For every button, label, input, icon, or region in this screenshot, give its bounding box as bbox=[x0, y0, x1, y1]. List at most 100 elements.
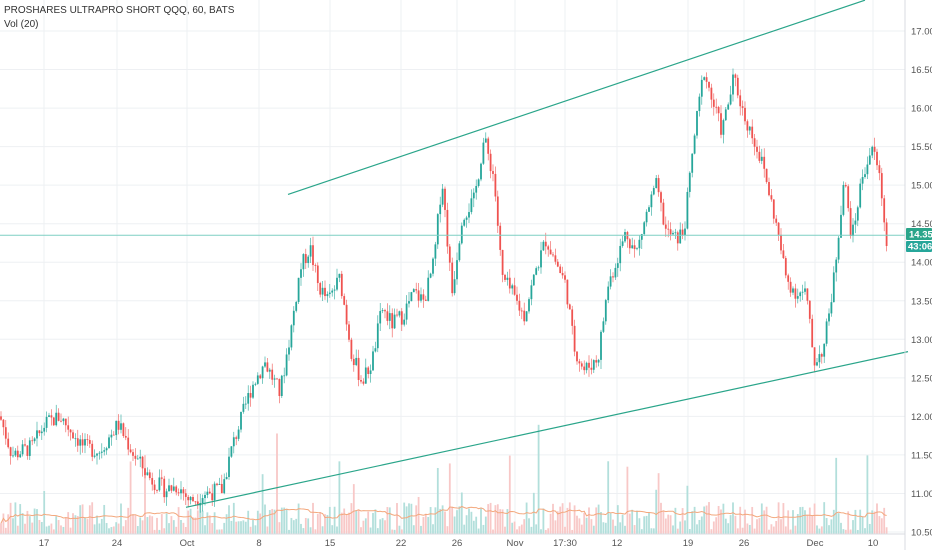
candle-body bbox=[554, 255, 557, 262]
volume-bar bbox=[153, 529, 156, 534]
x-tick-label: Oct bbox=[180, 538, 195, 549]
candle-body bbox=[86, 439, 89, 441]
candle-body bbox=[223, 479, 226, 494]
volume-bar bbox=[849, 529, 852, 534]
volume-bar bbox=[93, 524, 96, 534]
volume-bar bbox=[859, 509, 862, 534]
candle-body bbox=[436, 214, 439, 245]
candle-body bbox=[357, 357, 360, 380]
candle-body bbox=[775, 218, 778, 223]
volume-bar bbox=[98, 523, 101, 534]
volume-bar bbox=[703, 506, 706, 534]
volume-bar bbox=[105, 522, 108, 534]
candle-body bbox=[866, 164, 869, 175]
candle-body bbox=[544, 241, 547, 247]
x-tick-label: 8 bbox=[256, 538, 261, 549]
volume-bar bbox=[36, 509, 38, 534]
candle-body bbox=[362, 381, 365, 384]
countdown-badge-value: 43:06 bbox=[908, 242, 932, 253]
candle-body bbox=[103, 450, 106, 452]
volume-bar bbox=[285, 509, 288, 534]
candle-body bbox=[756, 146, 758, 152]
price-badge-bg bbox=[906, 228, 932, 240]
candle-body bbox=[343, 296, 346, 305]
candle-body bbox=[489, 153, 492, 172]
volume-bar bbox=[602, 522, 605, 534]
candle-body bbox=[650, 194, 653, 208]
volume-bar bbox=[715, 517, 718, 534]
volume-bar bbox=[499, 509, 502, 534]
volume-bar bbox=[297, 503, 300, 534]
candle-body bbox=[316, 265, 319, 284]
volume-bar bbox=[578, 518, 581, 534]
volume-bar bbox=[667, 514, 670, 534]
volume-bar bbox=[424, 513, 427, 534]
volume-indicator-label[interactable]: Vol (20) bbox=[4, 19, 39, 30]
candle-body bbox=[537, 267, 540, 269]
volume-bar bbox=[115, 522, 118, 534]
volume-bar bbox=[652, 528, 655, 534]
candle-body bbox=[559, 266, 562, 274]
volume-bar bbox=[681, 508, 684, 534]
x-tick-label: Dec bbox=[807, 538, 824, 549]
candle-body bbox=[758, 151, 761, 161]
volume-bar bbox=[172, 520, 175, 534]
candle-body bbox=[28, 440, 31, 456]
y-tick-label: 13.50 bbox=[911, 296, 932, 307]
candle-body bbox=[535, 268, 538, 275]
candle-body bbox=[372, 351, 374, 371]
volume-bar bbox=[448, 463, 451, 534]
volume-bar bbox=[273, 509, 276, 534]
trendline-1[interactable] bbox=[287, 0, 866, 195]
candle-body bbox=[652, 188, 655, 195]
trendlines[interactable] bbox=[185, 0, 909, 508]
candle-body bbox=[477, 179, 480, 186]
y-tick-label: 11.50 bbox=[911, 450, 932, 461]
x-tick-label: 12 bbox=[612, 538, 623, 549]
volume-bar bbox=[789, 529, 792, 534]
volume-bar bbox=[196, 510, 199, 534]
x-axis[interactable]: 17 24 Oct 8 15 22 26 Nov 17:30 12 19 26 Dec 10 bbox=[39, 538, 879, 549]
candle-body bbox=[412, 289, 415, 293]
symbol-title[interactable]: PROSHARES ULTRAPRO SHORT QQQ, 60, BATS bbox=[4, 5, 235, 16]
candle-body bbox=[444, 188, 446, 210]
volume-bar bbox=[252, 519, 254, 534]
volume-bar bbox=[69, 527, 72, 534]
candle-body bbox=[667, 228, 670, 230]
candle-body bbox=[206, 491, 209, 495]
candle-body bbox=[847, 186, 850, 209]
candle-body bbox=[240, 411, 242, 430]
volume-bar bbox=[84, 517, 86, 534]
volume-bar bbox=[720, 509, 722, 534]
volume-bar bbox=[16, 525, 19, 534]
volume-bar bbox=[744, 509, 746, 534]
candle-body bbox=[391, 313, 394, 329]
volume-bar bbox=[568, 502, 571, 534]
candle-body bbox=[415, 289, 418, 291]
volume-bar bbox=[727, 523, 730, 534]
candle-body bbox=[129, 449, 132, 453]
volume-bar bbox=[816, 525, 818, 534]
volume-bar bbox=[405, 506, 408, 534]
volume-bar bbox=[852, 520, 854, 534]
trendline-2[interactable] bbox=[185, 351, 909, 508]
candle-body bbox=[763, 156, 766, 169]
y-axis[interactable]: 10.50 11.00 11.50 12.00 12.50 13.00 13.50 14.00… bbox=[911, 27, 932, 539]
candle-body bbox=[218, 483, 221, 485]
volume-bar bbox=[45, 526, 48, 534]
candle-body bbox=[717, 107, 720, 114]
volume-bar bbox=[141, 520, 144, 534]
volume-bar bbox=[472, 520, 475, 534]
volume-bar bbox=[847, 511, 850, 534]
volume-bar bbox=[508, 455, 511, 534]
volume-bar bbox=[410, 503, 413, 534]
candle-body bbox=[468, 212, 470, 218]
candle-body bbox=[350, 339, 353, 359]
volume-bar bbox=[338, 461, 341, 534]
volume-bar bbox=[772, 526, 775, 534]
y-tick-label: 16.50 bbox=[911, 65, 932, 76]
candle-body bbox=[571, 309, 574, 326]
volume-bar bbox=[213, 512, 216, 534]
